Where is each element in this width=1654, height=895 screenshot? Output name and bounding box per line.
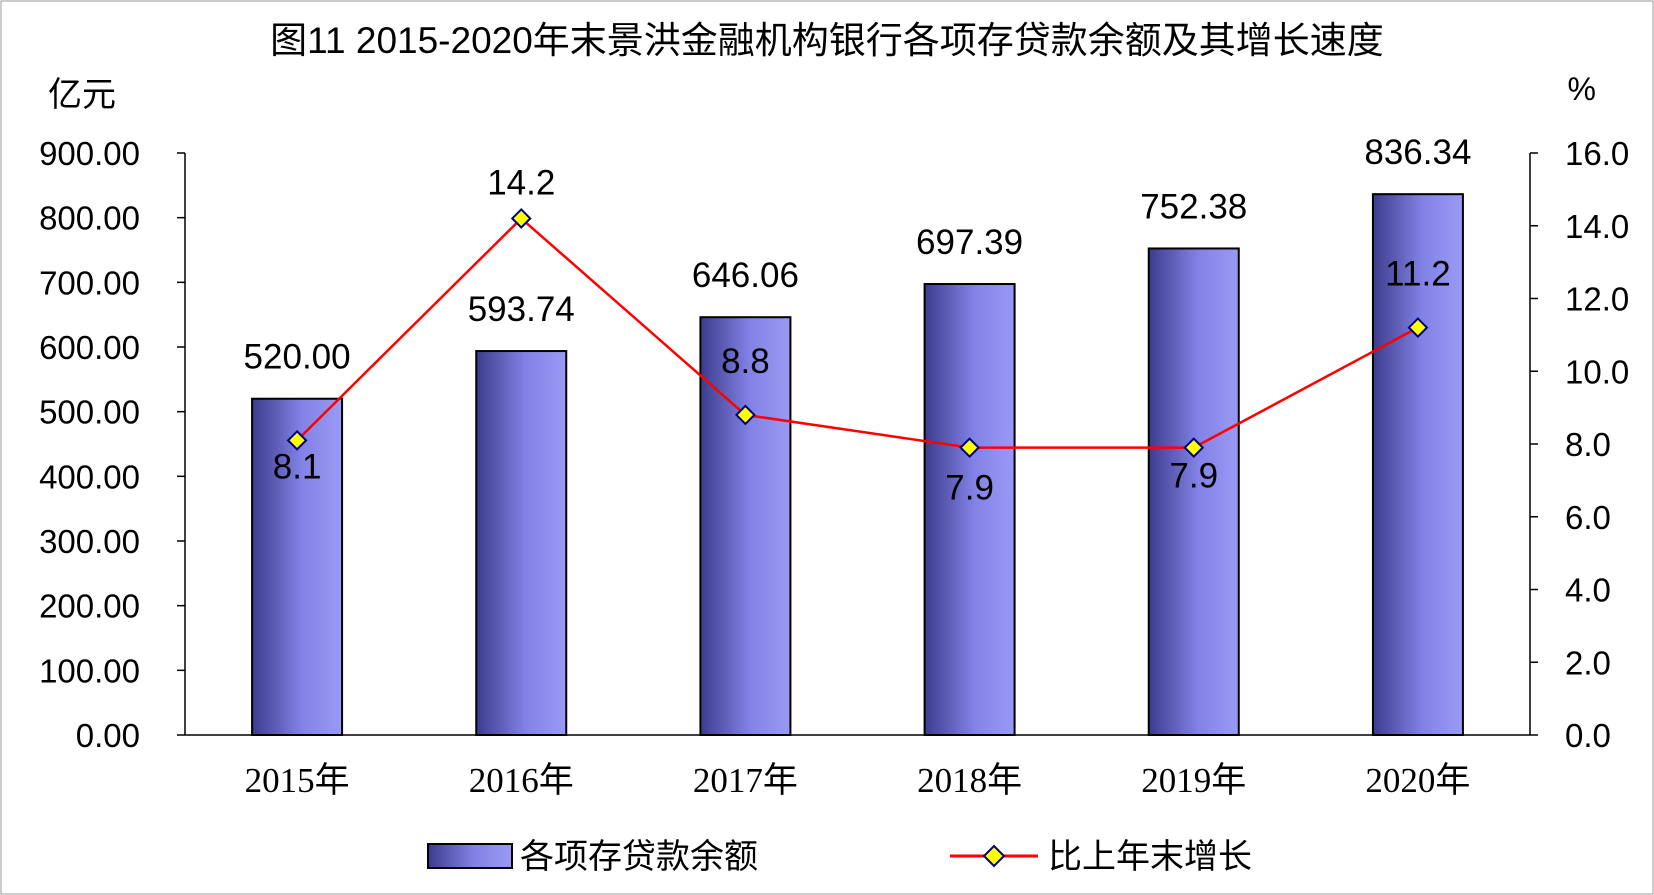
legend-swatch-marker	[982, 844, 1006, 868]
legend-label-line: 比上年末增长	[1048, 838, 1252, 876]
plot-area: 0.00 100.00 200.00 300.00 400.00 500.00 600.00…	[39, 133, 1629, 800]
y-tick-label: 300.00	[39, 523, 140, 560]
bar-value-label: 752.38	[1140, 187, 1247, 226]
line-value-label: 8.1	[273, 447, 322, 486]
line-value-label: 8.8	[721, 342, 770, 381]
y2-tick-label: 10.0	[1565, 353, 1629, 390]
growth-point	[735, 404, 756, 426]
y-tick-label: 100.00	[39, 652, 140, 689]
growth-point	[1183, 437, 1205, 459]
bar-value-label: 520.00	[244, 338, 351, 377]
y-tick-label: 800.00	[39, 200, 140, 237]
x-tick-label: 2016年	[469, 761, 574, 800]
bar-value-label: 646.06	[692, 256, 799, 295]
y-tick-label: 400.00	[39, 458, 140, 495]
y2-tick-label: 14.0	[1565, 208, 1629, 245]
y-tick-label: 700.00	[39, 264, 140, 301]
y-tick-label: 0.00	[76, 717, 140, 754]
y2-tick-label: 8.0	[1565, 426, 1611, 463]
bar	[475, 350, 568, 736]
y-tick-label: 200.00	[39, 588, 140, 625]
x-tick-label: 2017年	[693, 761, 798, 800]
y2-axis-unit-label: %	[1568, 71, 1596, 107]
line-value-label: 14.2	[487, 163, 555, 202]
y2-tick-label: 16.0	[1565, 135, 1629, 172]
y-tick-label: 500.00	[39, 394, 140, 431]
growth-point	[286, 429, 308, 451]
line-value-label: 7.9	[945, 469, 994, 508]
x-tick-label: 2015年	[245, 761, 350, 800]
growth-point	[1407, 317, 1429, 339]
legend-label-bars: 各项存贷款余额	[520, 838, 758, 876]
y2-tick-label: 4.0	[1565, 572, 1611, 609]
legend-swatch-bars	[427, 843, 513, 869]
y-axis-unit-label: 亿元	[48, 76, 116, 114]
y2-tick-label: 2.0	[1565, 644, 1611, 681]
x-tick-label: 2018年	[917, 761, 1022, 800]
line-value-label: 11.2	[1385, 255, 1451, 294]
bar	[1147, 247, 1240, 736]
growth-line	[296, 216, 1419, 449]
y-tick-label: 600.00	[39, 329, 140, 366]
y2-tick-label: 6.0	[1565, 499, 1611, 536]
bar	[251, 397, 344, 736]
bar	[1371, 193, 1464, 736]
y-tick-label: 900.00	[39, 135, 140, 172]
growth-point	[959, 437, 980, 459]
line-value-label: 7.9	[1169, 457, 1218, 496]
y2-tick-label: 0.0	[1565, 717, 1611, 754]
bar-value-label: 593.74	[468, 290, 575, 329]
legend: 各项存贷款余额 比上年末增长	[427, 838, 1252, 876]
x-tick-label: 2019年	[1141, 761, 1246, 800]
bar	[699, 316, 792, 736]
growth-point	[510, 208, 532, 229]
bar-value-label: 697.39	[916, 223, 1023, 262]
bar-value-label: 836.34	[1364, 133, 1471, 172]
x-tick-label: 2020年	[1365, 761, 1470, 800]
bar	[923, 283, 1016, 736]
y2-tick-label: 12.0	[1565, 281, 1629, 318]
chart-title: 图11 2015-2020年末景洪金融机构银行各项存贷款余额及其增长速度	[270, 20, 1384, 61]
